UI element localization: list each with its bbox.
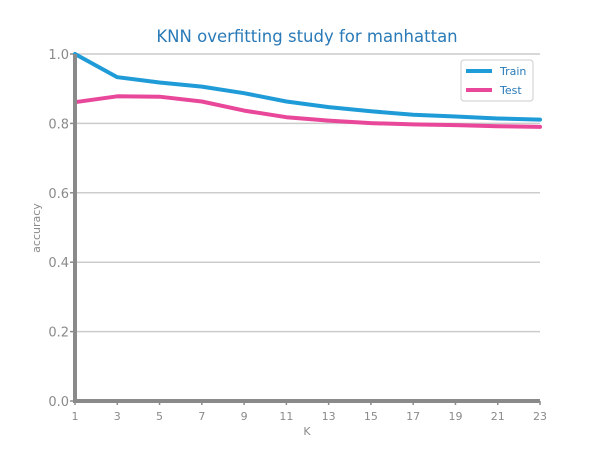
x-tick-label: 13	[322, 410, 336, 423]
x-tick-label: 21	[491, 410, 505, 423]
y-axis-label: accuracy	[30, 203, 43, 253]
y-tick-label: 0.2	[48, 326, 69, 341]
y-tick-label: 0.4	[48, 256, 69, 271]
x-tick-label: 3	[114, 410, 121, 423]
legend: Train Test	[460, 59, 534, 102]
x-tick-label: 9	[241, 410, 248, 423]
y-tick-label: 0.6	[48, 187, 69, 202]
x-axis-ticks: 1 3 5 7 9 11 13 15 17 19 21 23	[72, 401, 547, 423]
x-tick-label: 23	[533, 410, 547, 423]
y-tick-label: 0.0	[48, 395, 69, 410]
x-tick-label: 15	[364, 410, 378, 423]
x-axis-label: K	[303, 425, 311, 438]
y-tick-label: 1.0	[48, 48, 69, 63]
x-tick-label: 5	[156, 410, 163, 423]
x-tick-label: 7	[198, 410, 205, 423]
chart-title: KNN overfitting study for manhattan	[156, 27, 457, 46]
series-line-train	[73, 52, 542, 122]
series-line-test	[73, 94, 542, 129]
x-tick-label: 19	[448, 410, 462, 423]
x-tick-label: 17	[406, 410, 420, 423]
y-axis-ticks: 0.0 0.2 0.4 0.6 0.8 1.0	[48, 48, 75, 410]
series-lines	[73, 52, 542, 129]
legend-label-train: Train	[499, 65, 526, 78]
y-tick-label: 0.8	[48, 117, 69, 132]
legend-label-test: Test	[499, 84, 522, 97]
x-tick-label: 11	[279, 410, 293, 423]
x-tick-label: 1	[72, 410, 79, 423]
